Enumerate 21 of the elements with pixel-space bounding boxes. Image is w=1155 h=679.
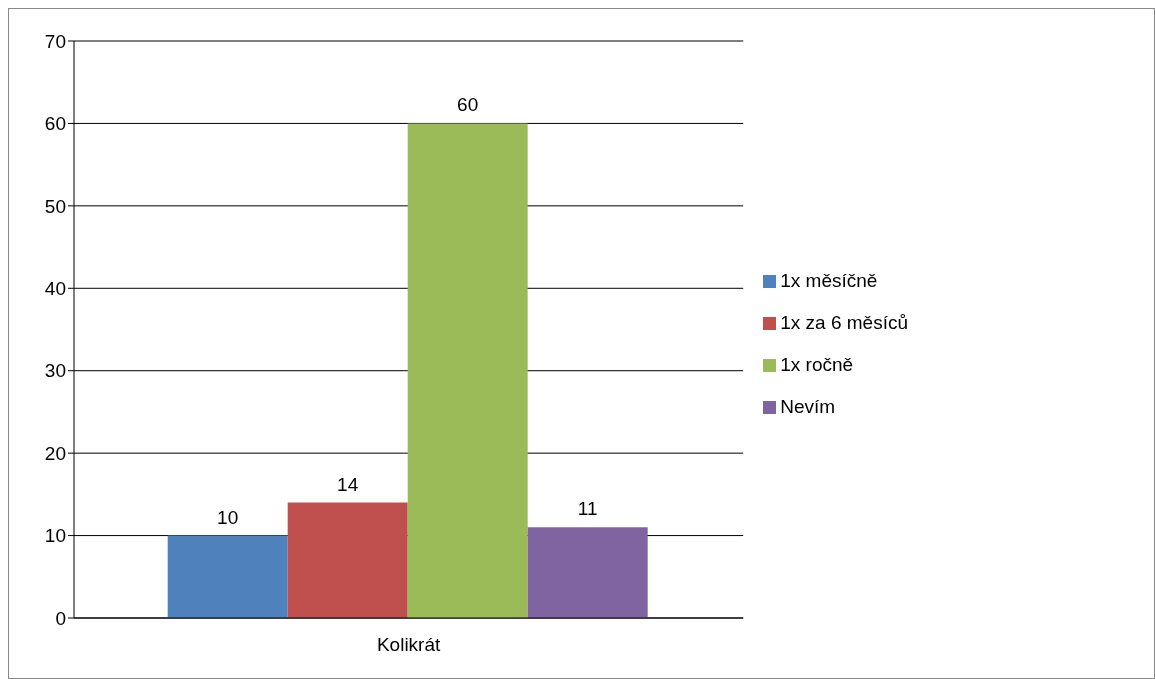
bar xyxy=(167,535,288,618)
y-tick-label: 30 xyxy=(44,360,66,382)
y-tick-label: 0 xyxy=(55,607,66,629)
bar xyxy=(287,502,408,618)
data-label: 60 xyxy=(457,94,479,116)
y-tick-label: 10 xyxy=(44,525,66,547)
legend-label: 1x za 6 měsíců xyxy=(780,311,908,333)
data-label: 10 xyxy=(217,506,239,528)
legend-label: 1x měsíčně xyxy=(780,269,878,291)
data-label: 14 xyxy=(337,473,359,495)
y-tick-label: 70 xyxy=(44,30,66,52)
y-tick-label: 40 xyxy=(44,278,66,300)
x-tick-label: Kolikrát xyxy=(376,634,442,656)
data-label: 11 xyxy=(577,498,598,520)
legend-label: 1x ročně xyxy=(780,353,854,375)
bar xyxy=(407,123,528,618)
bar xyxy=(527,527,648,618)
y-tick-label: 50 xyxy=(44,195,66,217)
y-tick-label: 20 xyxy=(44,442,66,464)
y-tick-label: 60 xyxy=(44,113,66,135)
legend-label: Nevím xyxy=(780,395,836,417)
